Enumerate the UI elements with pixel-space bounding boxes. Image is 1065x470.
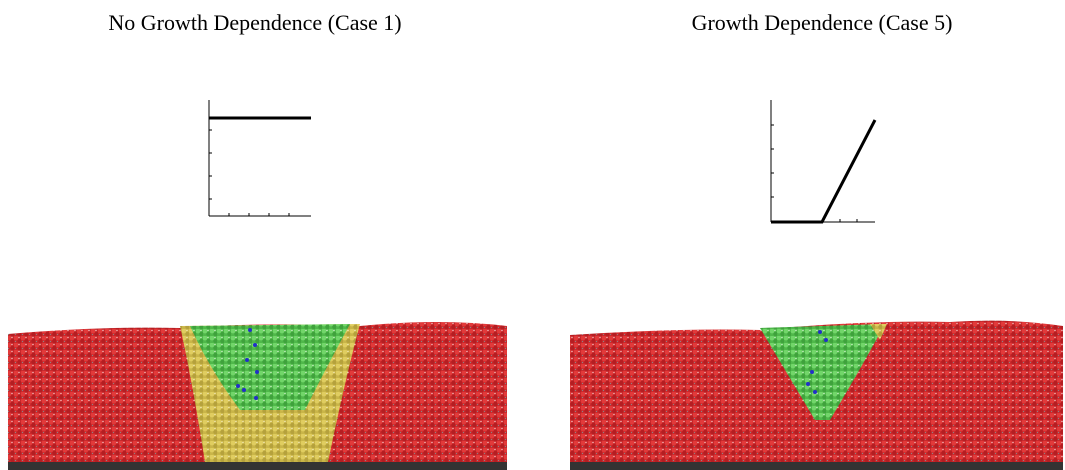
inset-plot	[771, 100, 875, 222]
inset-plot	[209, 100, 311, 216]
panel-title: Growth Dependence (Case 5)	[692, 10, 953, 35]
panel-title: No Growth Dependence (Case 1)	[108, 10, 401, 35]
simulation-image	[570, 321, 1063, 470]
simulation-image	[8, 322, 507, 470]
figure: No Growth Dependence (Case 1) Growth Dep…	[0, 0, 1065, 470]
